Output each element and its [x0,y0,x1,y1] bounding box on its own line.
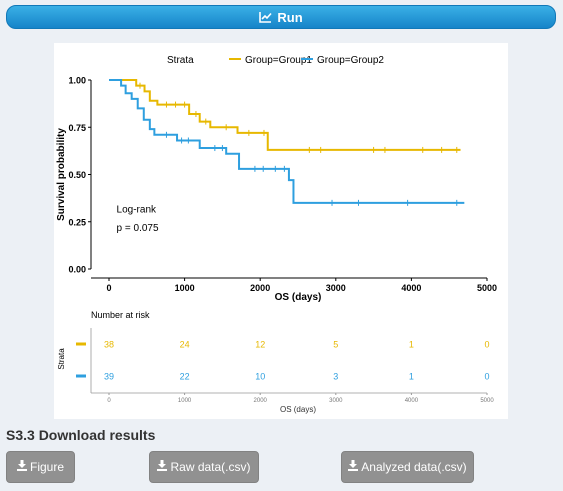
risk-x-tick-label: 4000 [405,398,419,404]
x-tick-label: 1000 [175,283,195,293]
y-tick-label: 1.00 [68,76,86,86]
risk-x-tick-label: 2000 [254,398,268,404]
survival-plot-panel: Strata Group=Group1 Group=Group2 0.00 0.25 0.… [54,43,508,419]
x-tick-label: 4000 [401,283,421,293]
x-tick-label: 3000 [326,283,346,293]
y-tick-label: 0.00 [68,265,86,275]
legend-label: Group=Group2 [317,55,384,66]
risk-count: 10 [255,372,265,382]
x-axis-label: OS (days) [275,292,322,303]
km-curve-2 [109,79,465,204]
x-tick-label: 2000 [250,283,270,293]
download-analyzed-data-button[interactable]: Analyzed data(.csv) [341,451,474,483]
risk-x-tick-label: 3000 [329,398,343,404]
risk-count: 12 [255,340,265,350]
risk-count: 1 [409,372,414,382]
x-tick-label: 0 [106,283,111,293]
download-analyzed-data-label: Analyzed data(.csv) [361,460,467,474]
risk-count: 3 [333,372,338,382]
risk-count: 38 [104,340,114,350]
risk-table-title: Number at risk [91,310,150,320]
line-chart-icon [259,11,272,23]
y-axis-label: Survival probability [56,128,67,221]
legend-title: Strata [167,55,194,66]
risk-x-tick-label: 5000 [480,398,494,404]
logrank-label: Log-rank [117,204,157,215]
risk-x-tick-label: 1000 [178,398,192,404]
km-chart: Strata Group=Group1 Group=Group2 0.00 0.25 0.… [56,55,497,414]
download-raw-data-button[interactable]: Raw data(.csv) [149,451,259,483]
download-icon [16,460,27,474]
risk-x-axis-label: OS (days) [280,405,316,414]
risk-table-strata-label: Strata [57,348,66,370]
pvalue-label: p = 0.075 [117,223,159,234]
download-figure-button[interactable]: Figure [6,451,75,483]
section-title: S3.3 Download results [6,427,156,443]
risk-x-tick-label: 0 [107,398,111,404]
run-button-label: Run [277,9,303,25]
risk-count: 0 [484,340,489,350]
y-tick-label: 0.50 [68,170,86,180]
risk-count: 0 [484,372,489,382]
download-figure-label: Figure [29,460,64,474]
x-tick-label: 5000 [477,283,497,293]
legend-label: Group=Group1 [245,55,312,66]
risk-count: 24 [180,340,190,350]
y-tick-label: 0.75 [68,123,86,133]
download-icon [157,460,168,474]
risk-count: 1 [409,340,414,350]
y-tick-label: 0.25 [68,217,86,227]
risk-count: 5 [333,340,338,350]
download-raw-data-label: Raw data(.csv) [170,460,251,474]
download-icon [348,460,359,474]
km-curve-1 [109,79,461,151]
risk-count: 22 [180,372,190,382]
run-button[interactable]: Run [6,5,556,29]
risk-count: 39 [104,372,114,382]
